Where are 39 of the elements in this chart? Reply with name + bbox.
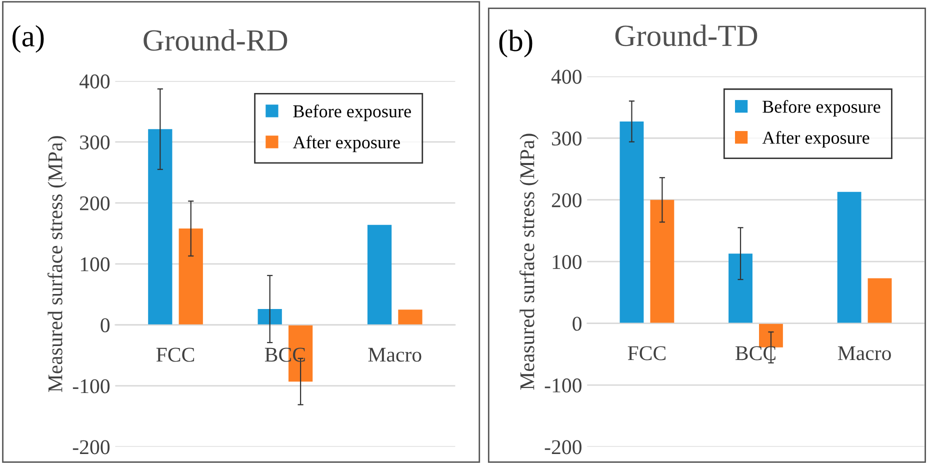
bar [728, 254, 752, 324]
y-tick-label: 200 [552, 193, 582, 208]
y-axis-title: Measured surface stress (MPa) [519, 134, 539, 390]
bar [620, 121, 644, 324]
bar [367, 224, 392, 325]
y-tick-label: 200 [80, 196, 110, 210]
bar [650, 200, 674, 324]
bar [837, 192, 862, 324]
y-tick-label: -200 [544, 440, 582, 454]
y-axis-title: Measured surface stress (MPa) [47, 136, 67, 392]
y-tick-label: 0 [572, 316, 582, 331]
legend-label: Before exposure [762, 100, 880, 117]
bar [868, 278, 892, 324]
y-tick-label: 400 [551, 70, 582, 84]
text: (b) [499, 30, 532, 58]
bar [178, 228, 203, 325]
y-tick-label: -100 [544, 378, 582, 392]
y-tick-label: 100 [80, 257, 110, 272]
x-tick-label: FCC [628, 346, 666, 360]
legend-label: After exposure [762, 130, 870, 148]
text: (a) [12, 25, 44, 53]
x-tick-label: Macro [368, 348, 422, 362]
bar [398, 310, 422, 325]
bar [148, 129, 172, 325]
y-tick-label: 300 [552, 132, 582, 146]
y-tick-label: 300 [80, 135, 110, 150]
y-tick-label: -200 [72, 440, 110, 454]
x-tick-label: Macro [838, 346, 891, 360]
chart-title: Ground-RD [144, 29, 288, 51]
y-tick-label: -100 [72, 379, 110, 394]
legend-label: After exposure [292, 136, 400, 152]
legend-label: Before exposure [293, 104, 411, 122]
bar [258, 309, 282, 325]
chart-title: Ground-TD [615, 24, 758, 46]
bar [759, 323, 783, 348]
y-tick-label: 400 [79, 74, 110, 88]
x-tick-label: FCC [156, 348, 194, 362]
y-tick-label: 0 [100, 318, 110, 332]
y-tick-label: 100 [552, 254, 582, 270]
